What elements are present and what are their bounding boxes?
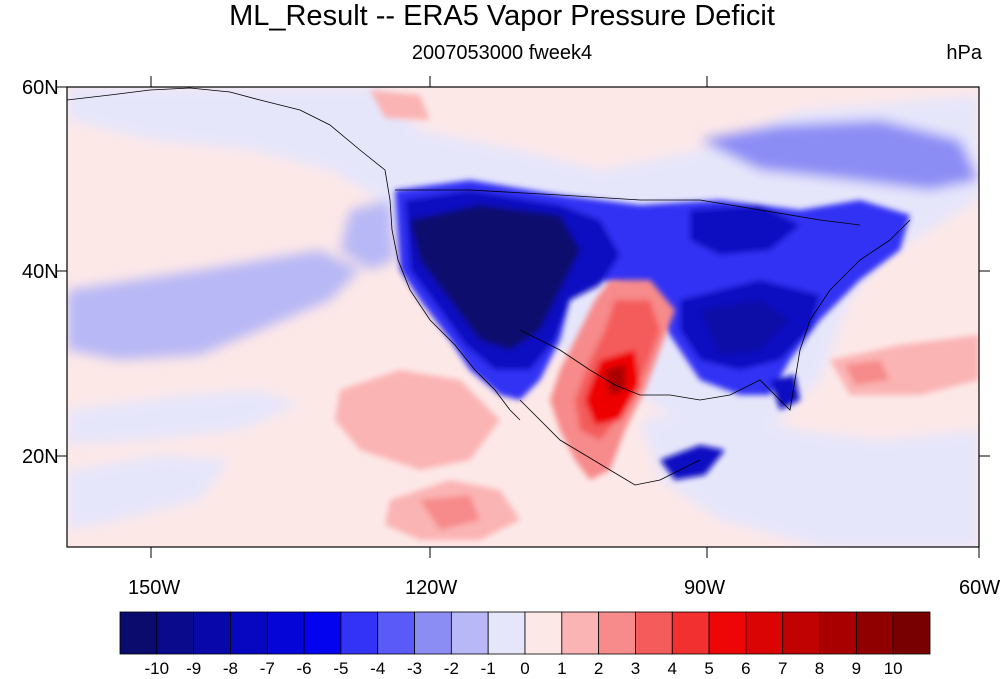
lon-label-90w: 90W — [684, 577, 725, 599]
lat-label-60n: 60N — [22, 77, 59, 99]
colorbar-swatch — [193, 611, 231, 655]
colorbar-tick-label: 5 — [704, 659, 713, 678]
colorbar-tick-label: 3 — [631, 659, 640, 678]
lon-label-120w: 120W — [405, 577, 457, 599]
map-plot-area — [67, 87, 979, 547]
colorbar-tick-label: -4 — [370, 659, 385, 678]
colorbar-swatch — [450, 611, 489, 655]
colorbar-tick-label: -7 — [260, 659, 275, 678]
colorbar-swatch — [377, 611, 415, 655]
units-label: hPa — [946, 42, 982, 64]
colorbar-tick-label: 4 — [668, 659, 677, 678]
colorbar-swatch — [119, 611, 158, 655]
colorbar-swatch — [745, 611, 784, 655]
lon-label-60w: 60W — [959, 577, 1000, 599]
colorbar-swatch — [487, 611, 526, 655]
colorbar-tick-label: -1 — [481, 659, 496, 678]
colorbar-swatch — [230, 611, 268, 655]
colorbar-swatch — [819, 611, 857, 655]
colorbar-swatch — [892, 611, 931, 655]
axis-ticks — [56, 76, 990, 558]
colorbar-swatch — [524, 611, 563, 655]
lon-label-150w: 150W — [128, 577, 180, 599]
map-title: ML_Result -- ERA5 Vapor Pressure Deficit — [229, 0, 775, 32]
coastlines — [67, 87, 911, 486]
colorbar-tick-label: 1 — [557, 659, 566, 678]
map-frame — [66, 86, 980, 548]
colorbar-tick-label: 7 — [778, 659, 787, 678]
colorbar-swatch — [635, 611, 673, 655]
colorbar-tick-label: 6 — [741, 659, 750, 678]
lat-label-40n: 40N — [22, 261, 59, 283]
colorbar-tick-label: 8 — [815, 659, 824, 678]
mexico-positive-anomaly — [550, 280, 675, 480]
colorbar-swatch — [708, 611, 747, 655]
colorbar-tick-label: 0 — [520, 659, 529, 678]
colorbar-swatch — [855, 611, 894, 655]
colorbar-tick-label: -5 — [333, 659, 348, 678]
map-subtitle: 2007053000 fweek4 — [411, 42, 593, 64]
colorbar-swatch — [561, 611, 600, 655]
colorbar-swatch — [266, 611, 305, 655]
colorbar-tick-label: -8 — [223, 659, 238, 678]
pink-anomaly-regions — [335, 90, 979, 540]
colorbar: -10 -9 -8 -7 -6 -5 -4 -3 -2 -1 0 1 2 3 4 5 6 7 8 9 10 — [119, 611, 931, 678]
colorbar-tick-label: -2 — [444, 659, 459, 678]
colorbar-tick-label: -10 — [145, 659, 170, 678]
colorbar-tick-label: -9 — [186, 659, 201, 678]
colorbar-swatch — [303, 611, 342, 655]
colorbar-tick-label: -3 — [407, 659, 422, 678]
colorbar-swatch — [671, 611, 710, 655]
colorbar-tick-label: 9 — [852, 659, 861, 678]
colorbar-swatch — [156, 611, 195, 655]
colorbar-tick-label: -6 — [297, 659, 312, 678]
colorbar-swatch — [414, 611, 452, 655]
colorbar-tick-label: 10 — [884, 659, 903, 678]
lat-label-20n: 20N — [22, 446, 59, 468]
colorbar-swatch — [598, 611, 636, 655]
colorbar-swatch — [782, 611, 820, 655]
colorbar-swatch — [340, 611, 379, 655]
colorbar-tick-label: 2 — [594, 659, 603, 678]
